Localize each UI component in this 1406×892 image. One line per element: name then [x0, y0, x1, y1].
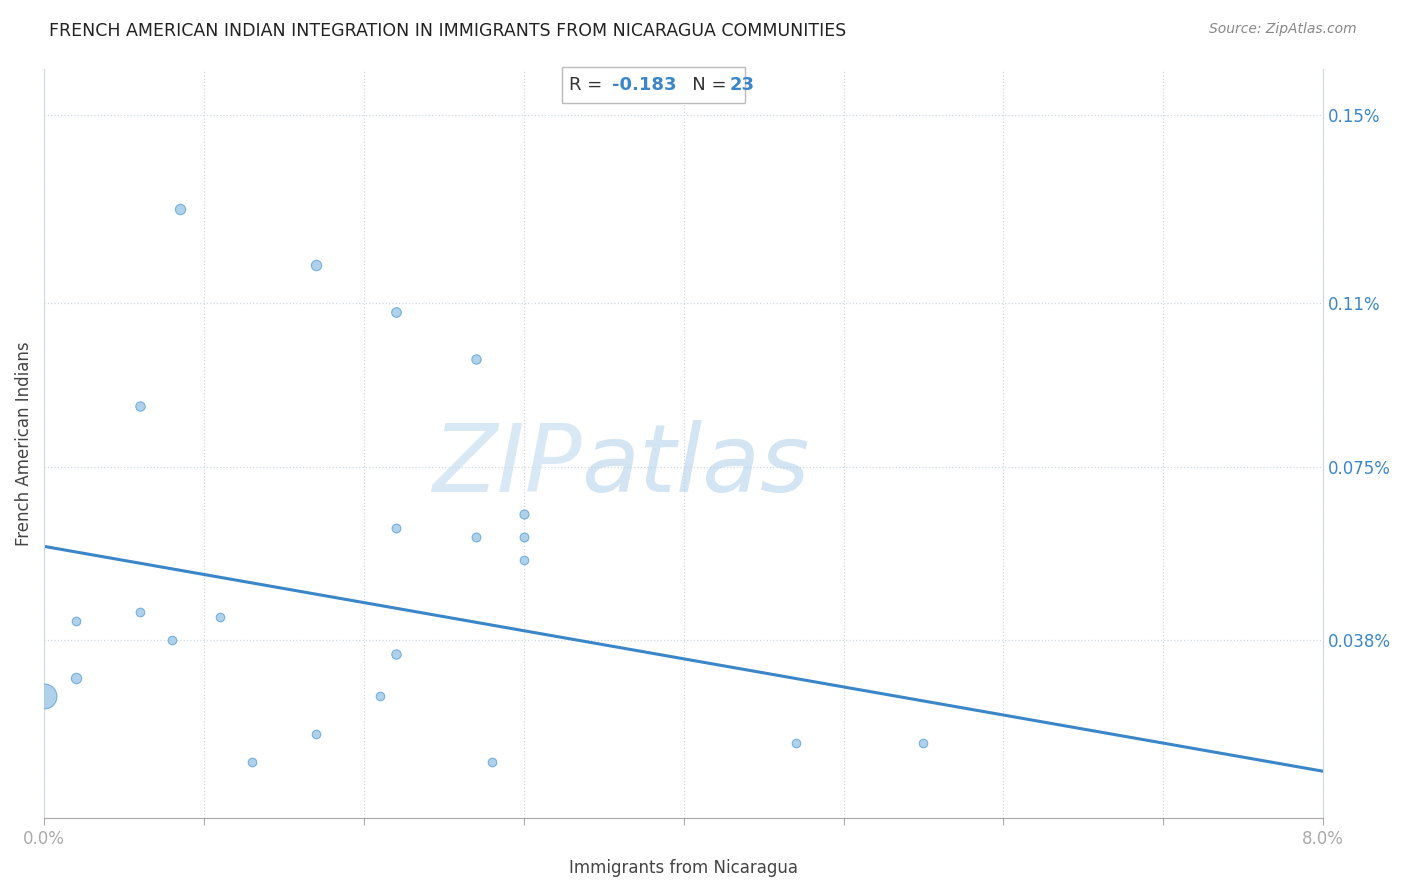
- Text: ZIP: ZIP: [432, 420, 581, 511]
- Point: [464, 530, 486, 544]
- Text: FRENCH AMERICAN INDIAN INTEGRATION IN IMMIGRANTS FROM NICARAGUA COMMUNITIES: FRENCH AMERICAN INDIAN INTEGRATION IN IM…: [49, 22, 846, 40]
- Point: [240, 755, 263, 769]
- Point: [129, 399, 152, 413]
- Point: [513, 530, 536, 544]
- Point: [160, 633, 183, 648]
- Point: [481, 755, 503, 769]
- Point: [912, 736, 935, 750]
- Point: [129, 605, 152, 619]
- Text: -0.183: -0.183: [612, 76, 676, 94]
- Point: [32, 690, 55, 704]
- Point: [169, 202, 191, 216]
- Point: [385, 521, 408, 535]
- Text: 23: 23: [730, 76, 755, 94]
- Text: N =: N =: [675, 76, 733, 94]
- Point: [65, 615, 87, 629]
- Point: [208, 609, 231, 624]
- Point: [513, 553, 536, 567]
- Point: [385, 305, 408, 319]
- Point: [464, 351, 486, 366]
- Point: [65, 671, 87, 685]
- Text: R =: R =: [569, 76, 609, 94]
- Point: [385, 647, 408, 661]
- Point: [305, 727, 328, 741]
- Point: [513, 507, 536, 521]
- Y-axis label: French American Indians: French American Indians: [15, 341, 32, 546]
- Text: atlas: atlas: [581, 420, 810, 511]
- Point: [368, 690, 391, 704]
- Point: [305, 258, 328, 272]
- X-axis label: Immigrants from Nicaragua: Immigrants from Nicaragua: [569, 859, 799, 877]
- Text: Source: ZipAtlas.com: Source: ZipAtlas.com: [1209, 22, 1357, 37]
- Point: [785, 736, 807, 750]
